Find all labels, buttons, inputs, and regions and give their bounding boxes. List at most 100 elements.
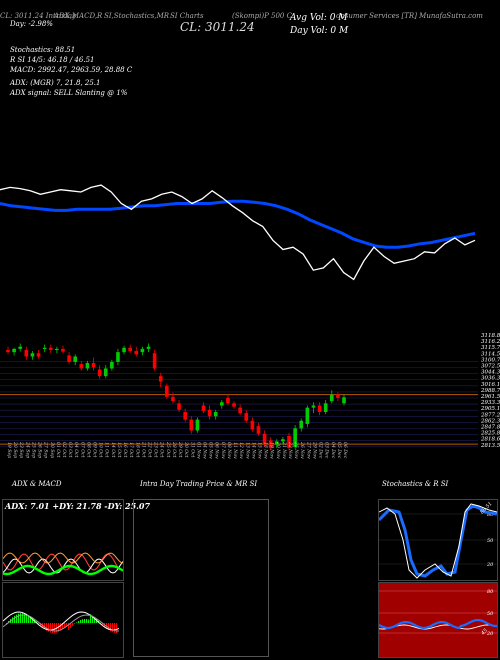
candle-body bbox=[110, 361, 114, 369]
candle-body bbox=[220, 402, 224, 406]
y-tick-label: 3044.33 bbox=[481, 370, 500, 376]
macd-bar bbox=[80, 620, 82, 623]
avg-volume: Avg Vol: 0 M bbox=[290, 13, 348, 23]
y-tick-label: 2825.82 bbox=[480, 431, 500, 437]
macd-bar bbox=[74, 623, 76, 625]
date-label: 08 Oct bbox=[85, 442, 91, 458]
y-tick-label: 3100.7 bbox=[481, 357, 500, 363]
macd-bar bbox=[106, 623, 108, 629]
header-tag-charts: SI Charts bbox=[170, 12, 204, 20]
mrsi-tick-label: 50 bbox=[487, 611, 494, 617]
macd-bar bbox=[60, 623, 62, 631]
macd-bar bbox=[76, 622, 78, 623]
date-label: 14 Nov bbox=[250, 442, 256, 459]
mrsi-tick-label: 80 bbox=[487, 589, 494, 595]
macd-bar bbox=[86, 619, 88, 623]
adx-line bbox=[3, 558, 123, 574]
candle-body bbox=[12, 348, 16, 353]
y-tick-label: 3036.34 bbox=[481, 376, 500, 382]
date-label: 26 Nov bbox=[299, 441, 305, 459]
y-tick-label: 2813.52 bbox=[480, 443, 500, 449]
macd-bar bbox=[30, 616, 32, 623]
date-label: 11 Oct bbox=[104, 442, 110, 458]
y-tick-label: 3016.14 bbox=[481, 382, 500, 388]
candle-body bbox=[177, 403, 181, 410]
candle-body bbox=[24, 349, 29, 357]
date-label: 09 Oct bbox=[92, 442, 98, 458]
macd-bar bbox=[66, 623, 68, 626]
macd-bar bbox=[90, 614, 92, 623]
adx-aux-line bbox=[3, 552, 123, 564]
date-label: 14 Oct bbox=[110, 442, 116, 458]
date-label: 04 Oct bbox=[73, 442, 79, 458]
y-tick-label: 2818.63 bbox=[480, 437, 500, 443]
macd-bar bbox=[50, 623, 52, 633]
date-label: 21 Nov bbox=[281, 441, 287, 459]
candle-body bbox=[42, 347, 47, 349]
candle-body bbox=[103, 368, 108, 377]
macd-bar bbox=[72, 623, 74, 626]
date-label: 03 Dec bbox=[324, 442, 330, 459]
date-axis: 19 Sep 20 Sep 23 Sep 24 Sep 25 Sep 26 Sep 27 S… bbox=[6, 441, 348, 459]
macd-histogram bbox=[3, 611, 120, 633]
date-label: 20 Nov bbox=[275, 441, 281, 459]
date-label: 18 Oct bbox=[134, 442, 140, 458]
date-label: 07 Oct bbox=[79, 442, 85, 458]
candle-body bbox=[189, 419, 194, 431]
candle-body bbox=[281, 439, 285, 442]
date-label: 24 Sep bbox=[24, 441, 30, 458]
macd-bar bbox=[114, 623, 116, 633]
y-tick-label: 2847.84 bbox=[480, 425, 500, 431]
candle-body bbox=[73, 356, 77, 362]
mrsi-value-tag: 45 bbox=[479, 628, 488, 637]
date-label: 07 Nov bbox=[220, 442, 226, 459]
macd-readout: MACD: 2992.47, 2963.59, 28.88 C bbox=[10, 66, 133, 74]
macd-bar bbox=[82, 619, 84, 623]
macd-bar bbox=[94, 617, 96, 623]
header-tag-adx: ADX,MACD,R bbox=[54, 12, 103, 20]
candle-body bbox=[336, 394, 340, 398]
macd-bar bbox=[38, 623, 40, 624]
macd-bar bbox=[78, 621, 80, 623]
date-label: 10 Oct bbox=[98, 442, 104, 458]
date-label: 05 Dec bbox=[336, 442, 342, 459]
macd-bar bbox=[46, 623, 48, 631]
signal-line bbox=[3, 614, 119, 632]
macd-bar bbox=[22, 613, 24, 623]
macd-bar bbox=[110, 623, 112, 632]
candle-body bbox=[201, 405, 206, 411]
candle-body bbox=[128, 347, 132, 352]
date-label: 30 Sep bbox=[49, 442, 55, 458]
y-tick-label: 2877.22 bbox=[480, 412, 500, 418]
date-label: 02 Dec bbox=[318, 442, 324, 459]
candle-body bbox=[36, 353, 41, 357]
candle-body bbox=[91, 363, 96, 368]
date-label: 20 Sep bbox=[12, 441, 18, 458]
candle-body bbox=[250, 420, 255, 430]
adx-lines bbox=[3, 552, 123, 576]
date-label: 24 Oct bbox=[159, 441, 165, 458]
macd-bar bbox=[112, 623, 114, 633]
date-label: 08 Nov bbox=[226, 442, 232, 459]
y-tick-label: 2961.57 bbox=[480, 394, 500, 400]
stoch-k-line bbox=[379, 504, 497, 578]
date-label: 25 Sep bbox=[30, 441, 36, 458]
candle-body bbox=[207, 409, 212, 417]
candle-body bbox=[165, 385, 169, 397]
candle-body bbox=[116, 352, 120, 362]
date-label: 06 Dec bbox=[342, 442, 348, 459]
date-label: 17 Oct bbox=[128, 442, 134, 458]
macd-bar bbox=[54, 623, 56, 633]
candle-body bbox=[158, 376, 163, 382]
adx-panel: ADX: 7.01 +DY: 21.78 -DY: 25.07 bbox=[2, 499, 150, 581]
macd-panel bbox=[2, 582, 124, 658]
macd-bar bbox=[24, 613, 26, 623]
macd-bar bbox=[62, 623, 64, 630]
y-tick-label: 2933.38 bbox=[480, 400, 500, 406]
macd-bar bbox=[70, 623, 72, 628]
y-tick-label: 2988.76 bbox=[480, 388, 500, 394]
date-label: 03 Oct bbox=[67, 442, 73, 458]
candle-body bbox=[183, 412, 187, 420]
macd-bar bbox=[14, 615, 16, 623]
header-tag-index: (Skompi)P 500 C bbox=[232, 12, 292, 20]
